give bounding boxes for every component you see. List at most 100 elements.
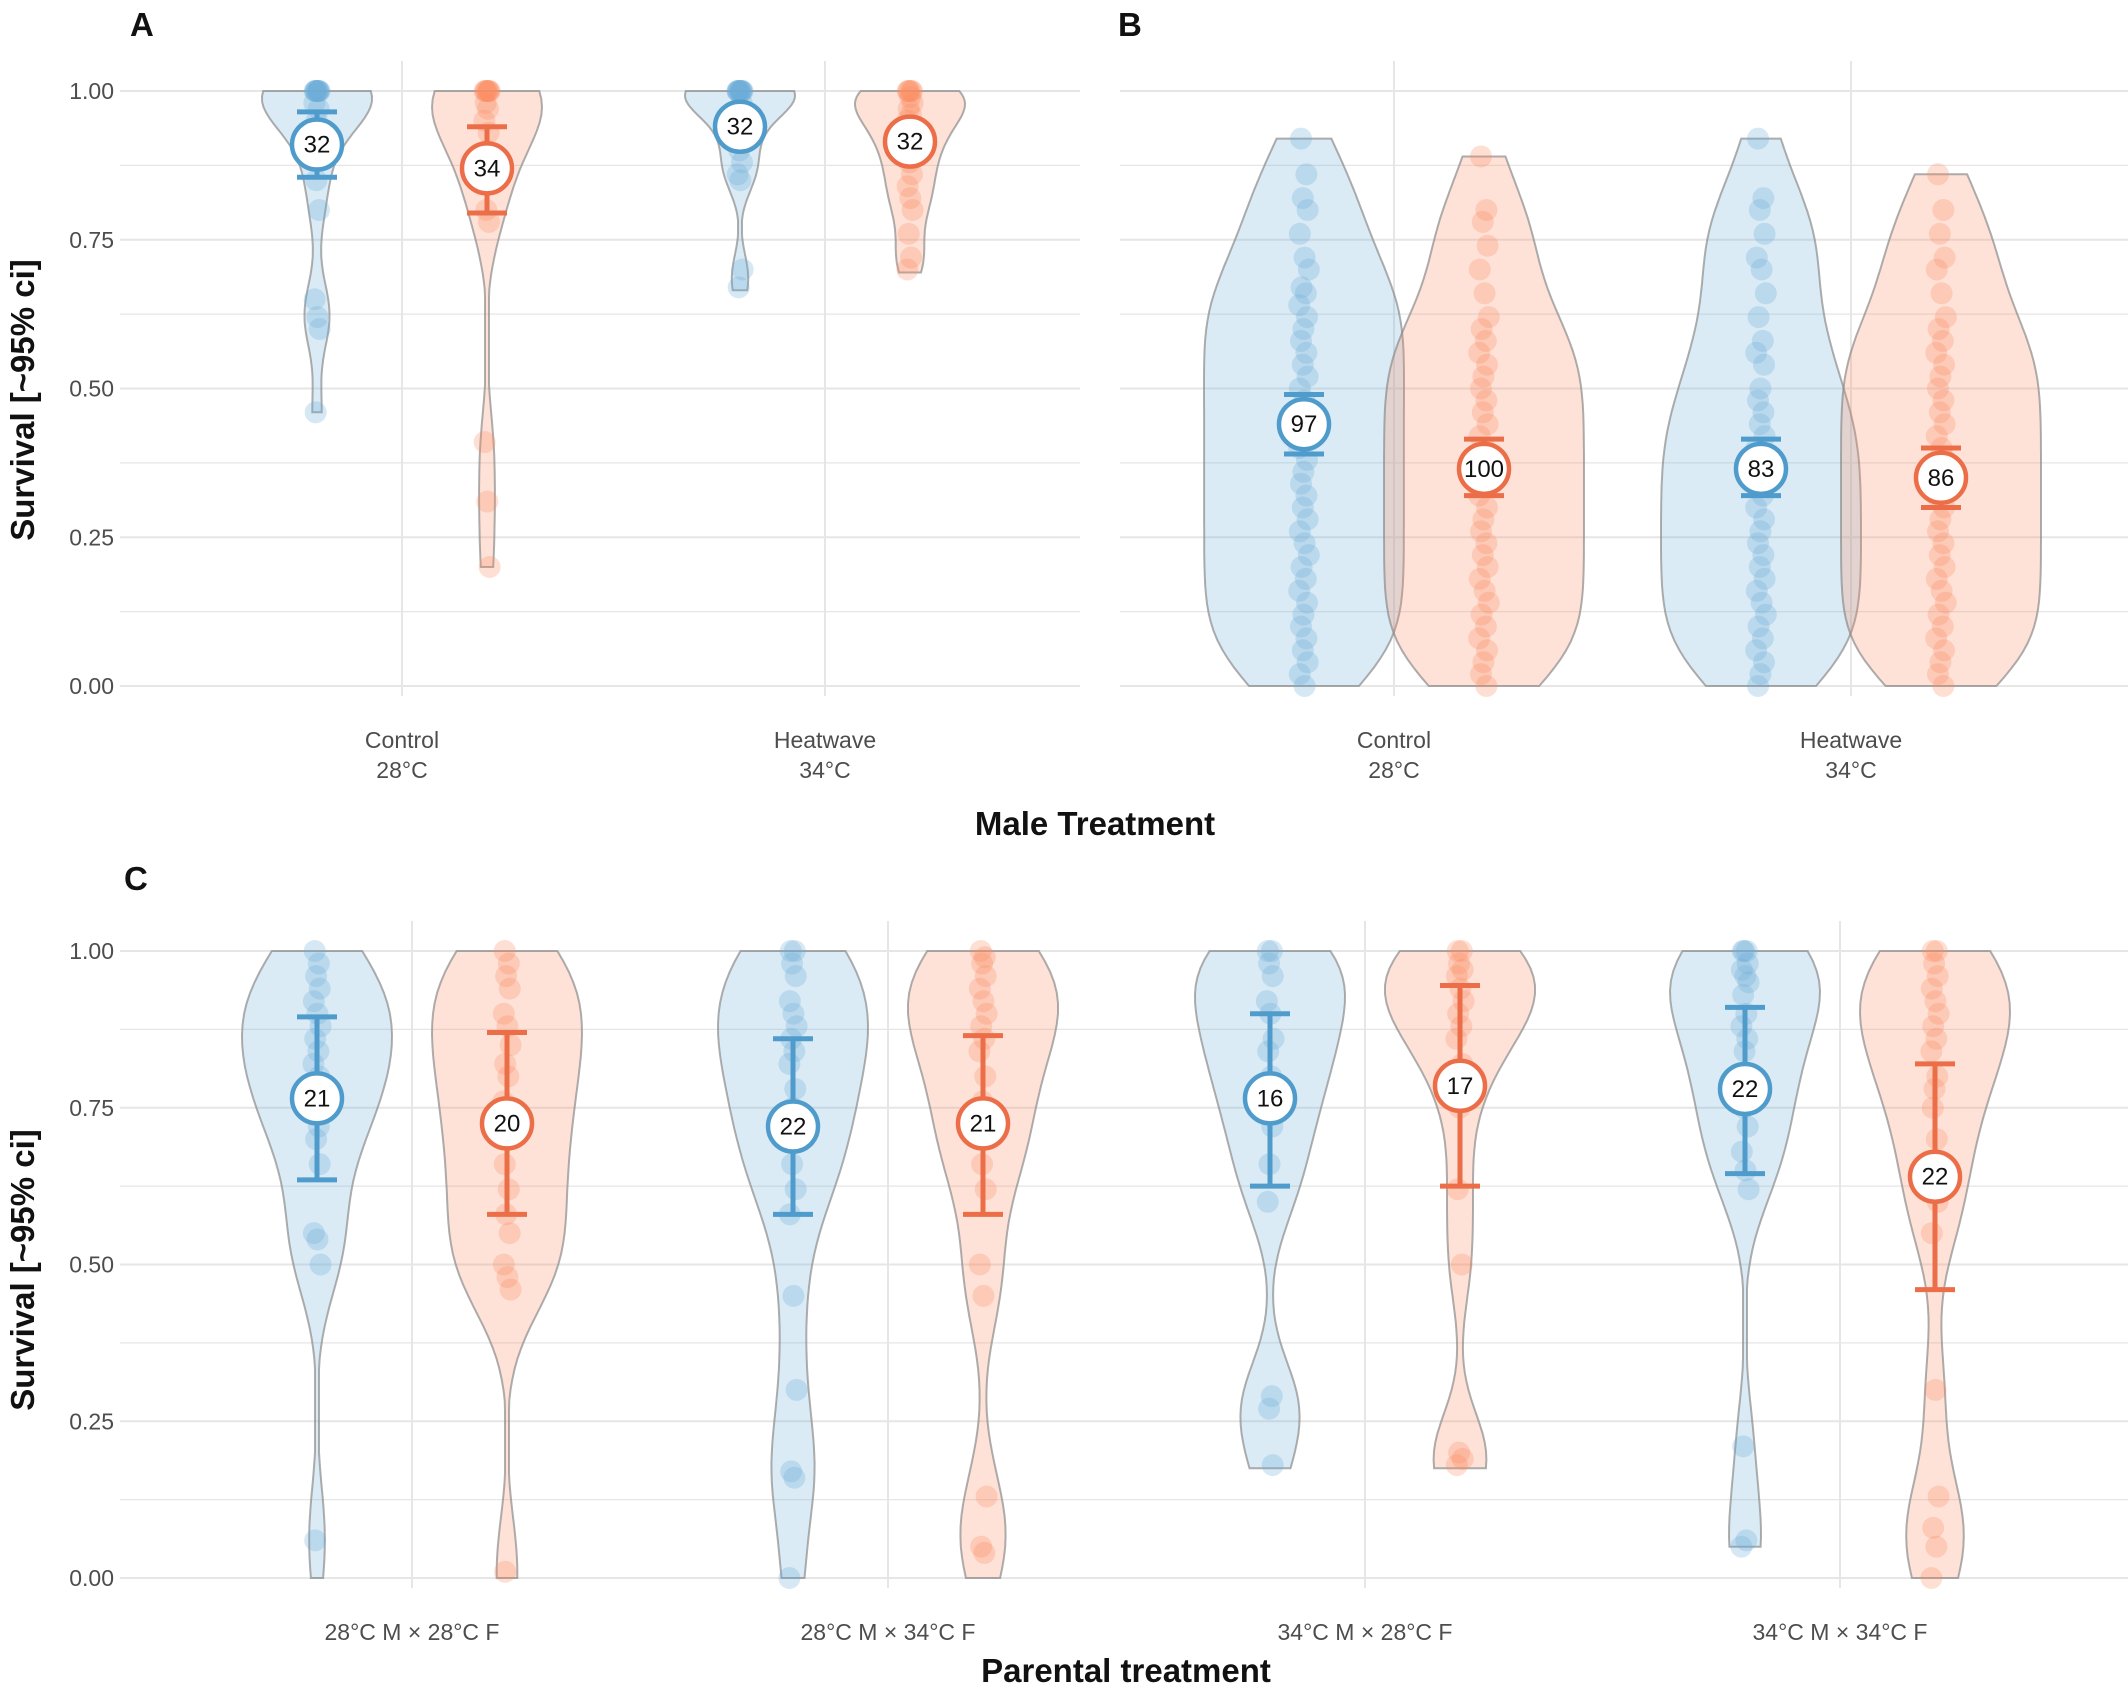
- data-point: [899, 246, 922, 269]
- data-point: [307, 97, 330, 120]
- data-point: [730, 80, 753, 102]
- data-point: [1925, 425, 1948, 448]
- data-point: [1931, 615, 1954, 638]
- data-point: [1736, 1115, 1759, 1138]
- data-point: [1293, 246, 1316, 269]
- x-tick-label: Heatwave: [1800, 727, 1902, 753]
- data-point: [1471, 544, 1494, 567]
- data-point: [492, 1253, 515, 1276]
- data-point: [1924, 990, 1947, 1013]
- data-point: [968, 1253, 991, 1276]
- data-point: [475, 80, 498, 102]
- data-point: [306, 306, 329, 329]
- mean-marker: [882, 114, 938, 169]
- data-point: [1922, 1516, 1945, 1539]
- data-point: [1748, 556, 1771, 578]
- data-point: [898, 80, 921, 102]
- data-point: [781, 952, 804, 975]
- data-point: [727, 80, 750, 102]
- data-point: [1445, 965, 1468, 988]
- data-point: [1473, 282, 1496, 305]
- violin-orange: [1840, 173, 2042, 687]
- data-point: [1296, 508, 1319, 531]
- data-point: [473, 431, 496, 454]
- data-point: [974, 1178, 997, 1201]
- data-point: [308, 80, 331, 102]
- data-point: [477, 80, 500, 102]
- data-point: [1290, 127, 1312, 150]
- data-point: [1448, 1441, 1471, 1464]
- data-point: [1933, 556, 1956, 578]
- mean-marker: [1913, 450, 1969, 505]
- data-point: [305, 80, 328, 102]
- data-point: [1933, 413, 1956, 436]
- data-point: [727, 276, 750, 299]
- data-point: [1754, 603, 1777, 626]
- y-tick-label: 0.00: [69, 673, 114, 699]
- data-point: [1474, 329, 1497, 352]
- data-point: [1295, 341, 1318, 364]
- data-point: [1293, 675, 1316, 697]
- mean-marker: [1432, 1058, 1488, 1114]
- data-point: [1927, 663, 1949, 686]
- x-axis-title-c: Parental treatment: [981, 1652, 1271, 1689]
- data-point: [1260, 1385, 1283, 1408]
- data-point: [1751, 329, 1774, 352]
- data-point: [303, 940, 326, 962]
- data-point: [1747, 675, 1769, 697]
- data-point: [971, 952, 994, 975]
- sample-size-label: 22: [780, 1114, 807, 1141]
- panel-label-c: C: [124, 860, 148, 897]
- violin-blue: [240, 950, 394, 1579]
- data-point: [303, 80, 326, 102]
- data-point: [1928, 544, 1951, 567]
- violin-orange: [907, 950, 1059, 1579]
- data-point: [1475, 675, 1498, 697]
- data-point: [1448, 952, 1471, 975]
- data-point: [1925, 341, 1948, 364]
- mean-marker: [1717, 1061, 1773, 1117]
- data-point: [1730, 958, 1753, 981]
- data-point: [1291, 496, 1314, 519]
- data-point: [1256, 1190, 1279, 1213]
- data-point: [1475, 532, 1498, 555]
- data-point: [1927, 520, 1949, 543]
- data-point: [495, 965, 518, 988]
- mean-marker: [1276, 396, 1332, 452]
- data-point: [1446, 940, 1469, 962]
- data-point: [729, 80, 752, 102]
- violin-blue: [1660, 137, 1862, 687]
- y-tick-label: 0.75: [69, 1095, 114, 1121]
- sample-size-label: 32: [897, 129, 924, 156]
- data-point: [1745, 341, 1768, 364]
- data-point: [1925, 1535, 1948, 1558]
- data-point: [1295, 163, 1318, 186]
- data-point: [783, 1466, 806, 1489]
- x-tick-label: Heatwave: [774, 727, 876, 753]
- data-point: [1472, 508, 1495, 531]
- data-point: [1934, 591, 1957, 614]
- violin-orange: [430, 90, 544, 568]
- data-point: [305, 965, 328, 988]
- data-point: [1749, 663, 1772, 686]
- data-point: [1753, 222, 1776, 245]
- panel-label-b: B: [1118, 6, 1142, 43]
- data-point: [1255, 990, 1278, 1013]
- data-point: [975, 1485, 998, 1508]
- mean-marker: [955, 1096, 1011, 1151]
- mean-marker: [289, 1071, 345, 1126]
- data-point: [1290, 615, 1312, 638]
- y-tick-label: 0.25: [69, 1408, 114, 1434]
- mean-marker: [1733, 441, 1789, 497]
- data-point: [1470, 603, 1493, 626]
- data-point: [1468, 567, 1491, 590]
- data-point: [1476, 556, 1499, 578]
- mean-marker: [289, 117, 345, 172]
- data-point: [305, 169, 328, 192]
- data-point: [1753, 651, 1775, 674]
- data-point: [1290, 276, 1313, 299]
- data-point: [1750, 258, 1773, 281]
- y-tick-label: 0.50: [69, 1252, 114, 1278]
- data-point: [1470, 145, 1492, 168]
- y-tick-label: 1.00: [69, 78, 114, 104]
